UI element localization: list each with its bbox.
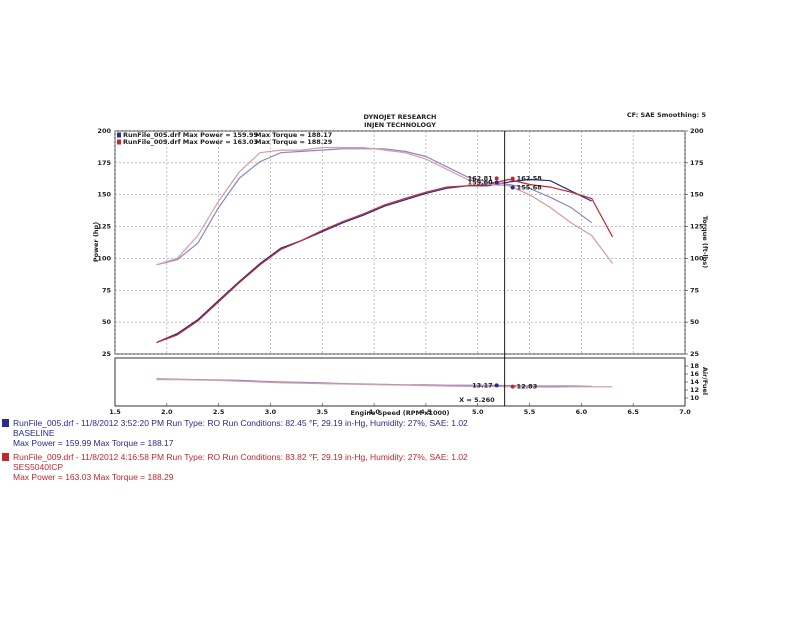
y-tick-label: 150 [97,191,111,199]
legend-label: RunFile_005.drf Max Power = 159.99 [123,131,258,139]
run-block: RunFile_005.drf - 11/8/2012 3:52:20 PM R… [0,418,468,448]
x-axis-title: Engine Speed (RPM x1000) [350,409,449,417]
legend-label: Max Torque = 188.29 [255,138,333,146]
x-tick-label: 7.0 [679,408,691,416]
y-tick-label: 25 [102,350,112,358]
y2-tick-label: 10 [690,394,700,402]
legend-label: RunFile_009.drf Max Power = 163.03 [123,138,258,146]
x-tick-label: 6.0 [576,408,588,416]
readout-label: 159.60 [468,178,494,186]
cursor-label: X = 5.260 [459,396,495,404]
settings: CF: SAE Smoothing: 5 [627,111,707,119]
y2-tick-label: 16 [690,370,700,378]
chart-title: DYNOJET RESEARCH [364,113,437,121]
legend-label: Max Torque = 188.17 [255,131,332,139]
x-tick-label: 3.0 [265,408,277,416]
run-line: RunFile_005.drf - 11/8/2012 3:52:20 PM R… [13,418,468,428]
afr-axis-title: Air/Fuel [701,367,709,395]
y2-tick-label: 200 [690,127,704,135]
y2-tick-label: 50 [690,318,700,326]
x-tick-label: 2.0 [161,408,173,416]
x-tick-label: 4.0 [368,408,380,416]
plot-frame [114,357,686,407]
y-tick-label: 50 [102,318,112,326]
run-swatch [2,419,9,427]
run-line: RunFile_009.drf - 11/8/2012 4:16:58 PM R… [13,452,468,462]
y-axis-title: Power (hp) [92,222,100,262]
series-line [156,147,613,266]
readout-marker [494,383,499,388]
y-tick-label: 75 [102,286,112,294]
y2-tick-label: 150 [690,191,704,199]
readout-label: 13.17 [472,381,493,389]
y2-tick-label: 175 [690,159,704,167]
readout-marker [510,384,515,389]
run-max: Max Power = 159.99 Max Torque = 188.17 [13,438,174,448]
y2-tick-label: 14 [690,378,700,386]
y-tick-label: 125 [97,223,111,231]
readout-label: 155.68 [517,183,543,191]
chart-subtitle: INJEN TECHNOLOGY [364,121,436,129]
x-tick-label: 3.5 [317,408,329,416]
y2-tick-label: 18 [690,362,700,370]
readout-marker [494,180,499,185]
run-name: BASELINE [13,428,55,438]
x-tick-label: 1.5 [109,408,121,416]
readout-marker [510,185,515,190]
series-line [156,178,592,344]
run-swatch [2,453,9,461]
readout-label: 162.81 [468,174,494,182]
y2-tick-label: 12 [690,386,699,394]
x-tick-label: 5.0 [472,408,484,416]
legend-swatch [117,139,121,145]
readout-label: 12.83 [517,383,538,391]
y2-tick-label: 125 [690,223,704,231]
plot-frame [114,130,686,355]
y-tick-label: 200 [97,127,111,135]
y2-tick-label: 25 [690,350,700,358]
legend-swatch [117,132,121,138]
x-tick-label: 2.5 [213,408,225,416]
y-tick-label: 175 [97,159,111,167]
y-tick-label: 100 [97,254,111,262]
x-tick-label: 5.5 [524,408,536,416]
x-tick-label: 4.5 [420,408,432,416]
run-max: Max Power = 163.03 Max Torque = 188.29 [13,472,174,482]
x-tick-label: 6.5 [627,408,639,416]
series-line [156,178,614,344]
readout-marker [510,176,515,181]
y2-axis-title: Torque (ft-lbs) [701,216,709,269]
run-block: RunFile_009.drf - 11/8/2012 4:16:58 PM R… [0,452,468,482]
y2-tick-label: 75 [690,286,700,294]
readout-marker [494,176,499,181]
series-line [156,379,613,388]
run-name: SES5040ICP [13,462,64,472]
y2-tick-label: 100 [690,254,704,262]
readout-label: 162.58 [517,175,543,183]
